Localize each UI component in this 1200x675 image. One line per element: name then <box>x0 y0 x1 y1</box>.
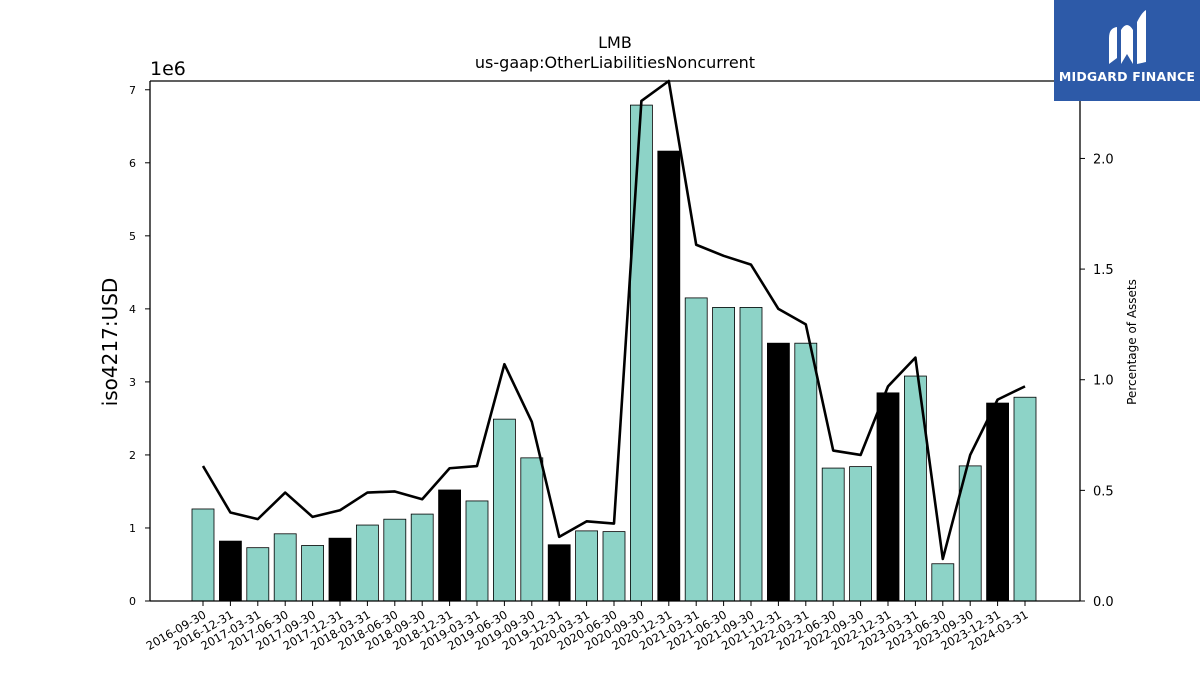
y2-tick-label: 0.0 <box>1093 595 1114 610</box>
y-tick-label: 3 <box>129 376 136 389</box>
bar <box>547 544 571 602</box>
series-line-percentage-of-assets <box>201 79 1026 561</box>
bar <box>218 540 242 602</box>
bar <box>355 524 379 602</box>
logo-text: MIDGARD FINANCE <box>1058 69 1196 84</box>
y2-tick-label: 0.5 <box>1093 484 1114 499</box>
bar <box>821 467 845 602</box>
bar <box>410 513 434 602</box>
y-tick-label: 6 <box>129 157 136 170</box>
y2-axis-label: Percentage of Assets <box>1125 279 1139 405</box>
y-tick-label: 0 <box>129 595 136 608</box>
bar <box>739 307 763 602</box>
bar <box>273 533 297 602</box>
chart-title: LMB <box>598 33 632 52</box>
y-tick-label: 7 <box>129 84 136 97</box>
y2-tick-label: 1.5 <box>1093 263 1114 278</box>
brand-logo: MIDGARD FINANCE <box>1054 0 1200 101</box>
y2-tick-label: 1.0 <box>1093 374 1114 389</box>
midgard-logo-icon <box>1109 10 1146 64</box>
bar <box>438 489 462 602</box>
bar <box>1013 396 1037 602</box>
bar <box>328 537 352 602</box>
y-tick-label: 5 <box>129 230 136 243</box>
bar <box>246 547 270 602</box>
y-tick-label: 4 <box>129 303 136 316</box>
bar <box>492 418 516 602</box>
bar <box>849 466 872 602</box>
bar <box>767 342 790 602</box>
bar <box>575 530 598 602</box>
line-layer <box>201 79 1026 561</box>
bar <box>876 392 900 602</box>
bar <box>712 307 735 602</box>
bar <box>630 104 653 602</box>
bar <box>794 342 818 602</box>
bar <box>602 531 626 602</box>
chart-subtitle: us-gaap:OtherLiabilitiesNoncurrent <box>475 53 755 72</box>
y-tick-label: 1 <box>129 522 136 535</box>
bar <box>465 500 489 602</box>
bar <box>931 563 955 602</box>
bar <box>301 545 325 602</box>
y-axis-label: iso4217:USD <box>98 278 122 407</box>
y2-tick-label: 2.0 <box>1093 152 1114 167</box>
bar <box>383 518 407 602</box>
bar <box>684 297 708 602</box>
bar <box>986 402 1009 602</box>
bar <box>520 457 544 602</box>
y-offset-label: 1e6 <box>150 58 186 80</box>
bar <box>657 150 681 602</box>
y-tick-label: 2 <box>129 449 136 462</box>
bars-group <box>191 104 1037 602</box>
bar <box>191 508 215 602</box>
